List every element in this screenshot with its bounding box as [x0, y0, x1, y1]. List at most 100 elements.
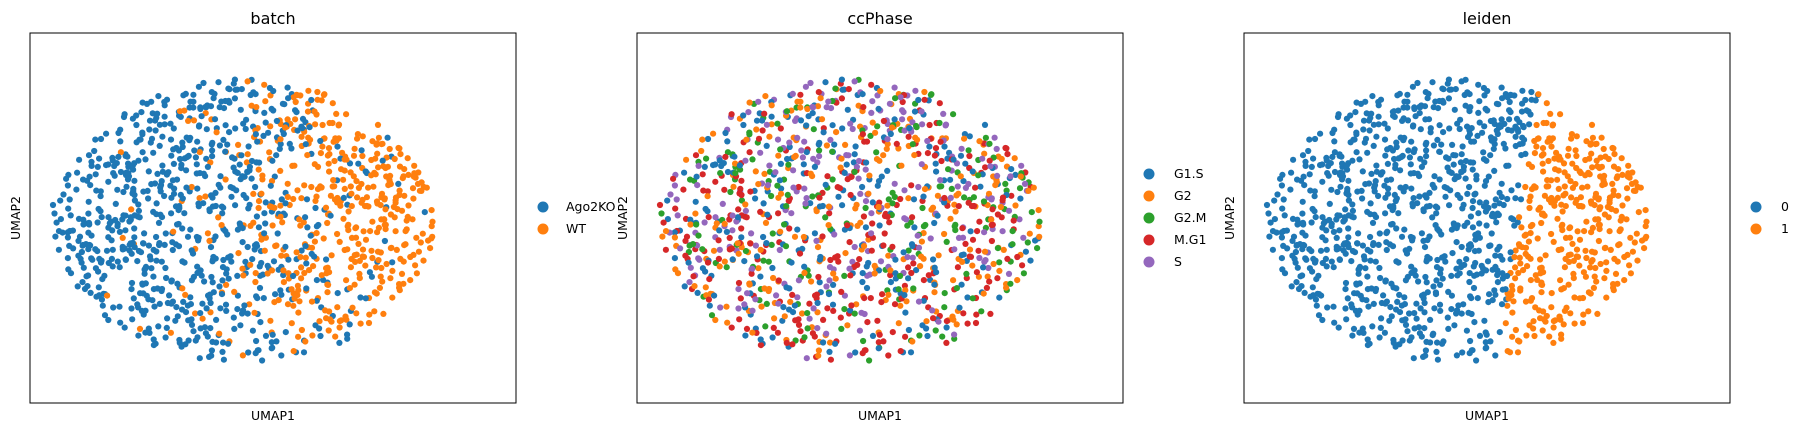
point-1: [1515, 269, 1522, 277]
point-wt: [310, 263, 317, 270]
point-wt: [332, 333, 339, 340]
point-g1-s: [909, 243, 916, 250]
point-g2: [699, 136, 706, 143]
point-0: [1362, 181, 1369, 188]
point-ago2ko: [198, 113, 205, 120]
point-1: [1512, 275, 1519, 282]
point-g1-s: [740, 121, 747, 129]
point-1: [1628, 180, 1636, 187]
point-m-g1: [848, 302, 855, 309]
point-g1-s: [1017, 195, 1024, 202]
point-ago2ko: [106, 220, 113, 227]
point-ago2ko: [170, 125, 177, 132]
point-ago2ko: [142, 265, 149, 272]
panel-batch: batch UMAP1 UMAP2 Ago2KO WT: [8, 9, 616, 423]
point-ago2ko: [85, 152, 93, 159]
point-g2: [730, 183, 737, 190]
point-ago2ko: [308, 96, 315, 104]
point-g2: [818, 116, 826, 123]
y-axis-label-batch: UMAP2: [8, 196, 23, 240]
point-wt: [348, 203, 355, 210]
point-m-g1: [726, 234, 733, 241]
point-m-g1: [795, 183, 802, 191]
point-0: [1323, 246, 1330, 253]
point-wt: [280, 279, 287, 286]
point-ago2ko: [183, 167, 190, 174]
point-0: [1379, 169, 1386, 176]
point-1: [1523, 332, 1530, 339]
point-ago2ko: [146, 253, 154, 260]
point-g2-m: [1009, 228, 1016, 235]
point-0: [1460, 301, 1467, 308]
point-ago2ko: [74, 283, 81, 290]
point-1: [1564, 173, 1571, 180]
point-ago2ko: [303, 260, 310, 267]
point-0: [1446, 86, 1453, 93]
point-ago2ko: [197, 325, 204, 332]
point-1: [1530, 325, 1537, 332]
point-s: [794, 134, 801, 141]
point-ago2ko: [134, 301, 141, 308]
point-ago2ko: [158, 258, 165, 265]
point-g1-s: [875, 178, 883, 185]
point-g2: [672, 266, 679, 273]
point-s: [846, 265, 853, 272]
point-m-g1: [704, 259, 712, 266]
point-wt: [318, 272, 325, 279]
point-0: [1366, 127, 1373, 134]
point-wt: [279, 219, 286, 226]
point-0: [1287, 186, 1294, 193]
point-ago2ko: [131, 234, 138, 241]
point-g2-m: [1002, 180, 1009, 187]
point-g2: [833, 129, 840, 136]
point-ago2ko: [67, 212, 74, 219]
point-ago2ko: [103, 130, 110, 137]
point-ago2ko: [60, 191, 67, 198]
point-s: [929, 307, 936, 314]
point-1: [1639, 237, 1646, 244]
point-ago2ko: [103, 162, 110, 169]
point-0: [1360, 126, 1367, 133]
point-m-g1: [827, 356, 835, 363]
point-g1-s: [839, 202, 846, 209]
point-s: [735, 305, 742, 312]
point-1: [1598, 134, 1605, 141]
point-s: [825, 98, 832, 105]
point-ago2ko: [293, 109, 300, 116]
point-ago2ko: [200, 79, 207, 87]
point-s: [719, 200, 726, 207]
point-ago2ko: [166, 292, 173, 299]
point-ago2ko: [93, 187, 100, 194]
point-wt: [314, 186, 322, 193]
point-g1-s: [829, 301, 837, 308]
point-g1-s: [905, 275, 912, 282]
point-0: [1354, 188, 1361, 195]
point-g2: [797, 104, 804, 111]
point-s: [673, 196, 680, 203]
point-wt: [385, 182, 392, 189]
point-1: [1533, 143, 1540, 150]
point-0: [1293, 279, 1300, 286]
point-0: [1492, 252, 1499, 259]
point-g2-m: [717, 170, 724, 177]
point-0: [1430, 142, 1437, 149]
point-m-g1: [856, 256, 863, 263]
point-g1-s: [720, 160, 727, 167]
point-ago2ko: [98, 296, 105, 303]
point-g2-m: [895, 286, 902, 293]
point-0: [1349, 157, 1356, 164]
point-ago2ko: [256, 159, 263, 166]
point-ago2ko: [148, 265, 155, 272]
point-s: [942, 122, 949, 129]
point-g1-s: [757, 273, 764, 280]
point-wt: [319, 143, 326, 150]
point-g2-m: [980, 198, 988, 205]
point-s: [802, 200, 809, 207]
point-ago2ko: [55, 246, 63, 253]
point-ago2ko: [389, 259, 396, 266]
point-0: [1422, 352, 1429, 359]
point-0: [1418, 230, 1425, 237]
point-wt: [199, 315, 206, 322]
point-ago2ko: [178, 161, 185, 168]
point-wt: [355, 184, 362, 191]
